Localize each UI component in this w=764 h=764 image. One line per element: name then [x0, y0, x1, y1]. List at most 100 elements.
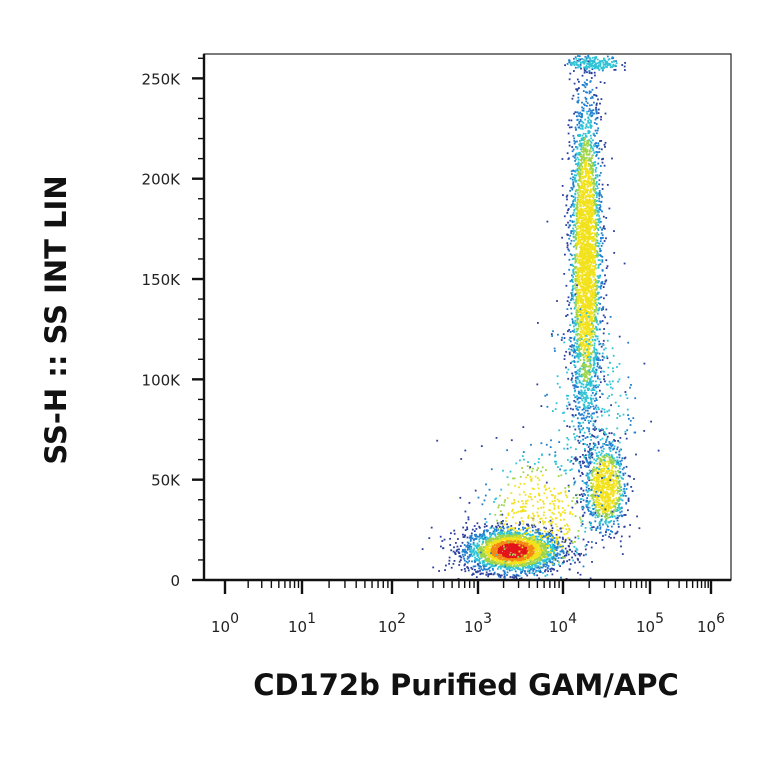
event-dot — [504, 572, 506, 575]
event-dot — [494, 537, 497, 539]
event-dot — [581, 175, 584, 178]
event-dot — [507, 543, 510, 545]
event-dot — [519, 537, 522, 540]
event-dot — [533, 548, 535, 550]
event-dot — [573, 361, 576, 363]
event-dot — [589, 295, 592, 298]
event-dot — [528, 564, 530, 567]
event-dot — [456, 548, 459, 551]
event-dot — [586, 189, 589, 192]
event-dot — [499, 536, 502, 539]
event-dot — [562, 552, 565, 555]
event-dot — [595, 397, 597, 400]
event-dot — [601, 255, 604, 258]
event-dot — [576, 111, 579, 114]
event-dot — [571, 293, 573, 296]
event-dot — [567, 221, 569, 224]
event-dot — [577, 232, 580, 234]
event-dot — [544, 570, 546, 573]
event-dot — [595, 399, 598, 401]
event-dot — [579, 135, 581, 137]
event-dot — [571, 254, 573, 257]
event-dot — [579, 236, 582, 238]
event-dot — [573, 209, 576, 212]
event-dot — [596, 298, 598, 301]
event-dot — [570, 307, 572, 310]
event-dot — [530, 560, 533, 563]
event-dot — [571, 258, 574, 260]
event-dot — [575, 296, 578, 298]
event-dot — [597, 385, 599, 388]
event-dot — [587, 330, 590, 333]
event-dot — [594, 232, 596, 235]
event-dot — [469, 555, 471, 558]
event-dot — [601, 259, 604, 262]
event-dot — [570, 232, 572, 234]
event-dot — [571, 263, 574, 266]
event-dot — [521, 535, 524, 537]
event-dot — [602, 339, 605, 342]
event-dot — [590, 454, 593, 457]
event-dot — [582, 554, 585, 557]
event-dot — [588, 327, 590, 330]
event-dot — [450, 566, 453, 569]
event-dot — [547, 537, 550, 540]
event-dot — [582, 122, 585, 124]
event-dot — [483, 549, 485, 552]
event-dot — [544, 559, 546, 561]
event-dot — [599, 140, 601, 142]
event-dot — [487, 553, 490, 556]
event-dot — [569, 407, 572, 410]
event-dot — [556, 560, 559, 562]
event-dot — [595, 117, 598, 120]
event-dot — [589, 382, 592, 385]
event-dot — [597, 281, 599, 284]
event-dot — [588, 121, 591, 124]
event-dot — [586, 347, 589, 350]
event-dot — [601, 228, 603, 231]
event-dot — [550, 556, 553, 559]
event-dot — [442, 547, 445, 550]
event-dot — [597, 363, 599, 366]
event-dot — [575, 258, 577, 261]
event-dot — [582, 333, 585, 335]
event-dot — [578, 222, 581, 225]
event-dot — [577, 571, 579, 574]
event-dot — [576, 276, 579, 279]
event-dot — [561, 540, 564, 543]
event-dot — [463, 568, 466, 570]
event-dot — [493, 544, 496, 547]
event-dot — [595, 308, 598, 311]
event-dot — [550, 567, 553, 570]
event-dot — [602, 227, 605, 229]
event-dot — [587, 323, 590, 326]
event-dot — [611, 157, 613, 160]
event-dot — [579, 152, 581, 155]
event-dot — [497, 553, 500, 556]
event-dot — [579, 140, 581, 142]
event-dot — [597, 224, 600, 226]
event-dot — [592, 139, 594, 142]
event-dot — [572, 287, 575, 290]
event-dot — [585, 83, 588, 86]
event-dot — [473, 547, 475, 550]
event-dot — [524, 553, 527, 555]
event-dot — [592, 428, 595, 430]
event-dot — [572, 271, 575, 274]
event-dot — [603, 143, 606, 146]
event-dot — [506, 531, 508, 534]
event-dot — [589, 104, 591, 107]
event-dot — [579, 573, 582, 576]
event-dot — [587, 179, 589, 182]
event-dot — [491, 567, 494, 570]
event-dot — [578, 143, 581, 146]
event-dot — [483, 535, 486, 538]
event-dot — [574, 244, 576, 247]
event-dot — [579, 169, 582, 172]
event-dot — [578, 122, 581, 125]
event-dot — [576, 189, 578, 192]
event-dot — [586, 360, 589, 363]
event-dot — [529, 554, 532, 557]
event-dot — [577, 293, 580, 296]
event-dot — [572, 182, 575, 185]
